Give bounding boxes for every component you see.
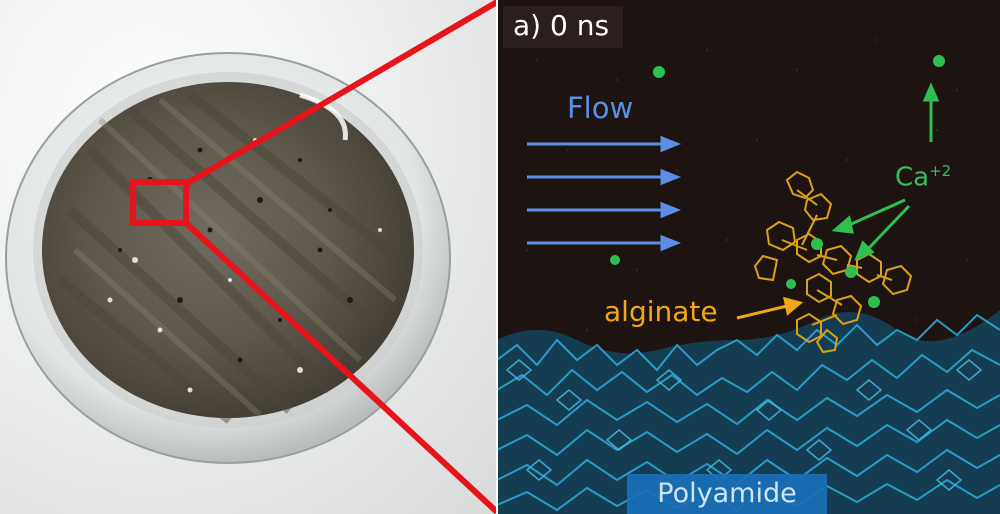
pointer-arrow-icon	[831, 82, 940, 261]
calcium-ion-label: Ca+2	[895, 164, 951, 191]
simulation-render	[497, 38, 1000, 514]
polyamide-label: Polyamide	[627, 474, 827, 514]
ion-charge: +2	[929, 162, 952, 180]
panel-title: a) 0 ns	[503, 6, 624, 48]
simulation-panel: a) 0 ns Flow Ca+2 alginate Polyamide	[497, 0, 1000, 514]
membrane-disc-illustration	[5, 52, 451, 464]
pointer-arrow-icon	[736, 296, 804, 320]
ion-symbol: Ca	[895, 162, 930, 193]
polyamide-layer	[497, 310, 1000, 514]
fouled-membrane-disc	[42, 82, 414, 418]
calcium-ion-icon	[610, 55, 945, 308]
flow-label: Flow	[567, 91, 634, 125]
alginate-label: alginate	[604, 295, 718, 328]
water-particles	[525, 38, 969, 332]
flow-arrow-icon	[527, 135, 682, 252]
membrane-photo	[0, 0, 500, 514]
alginate-molecule	[753, 170, 913, 354]
